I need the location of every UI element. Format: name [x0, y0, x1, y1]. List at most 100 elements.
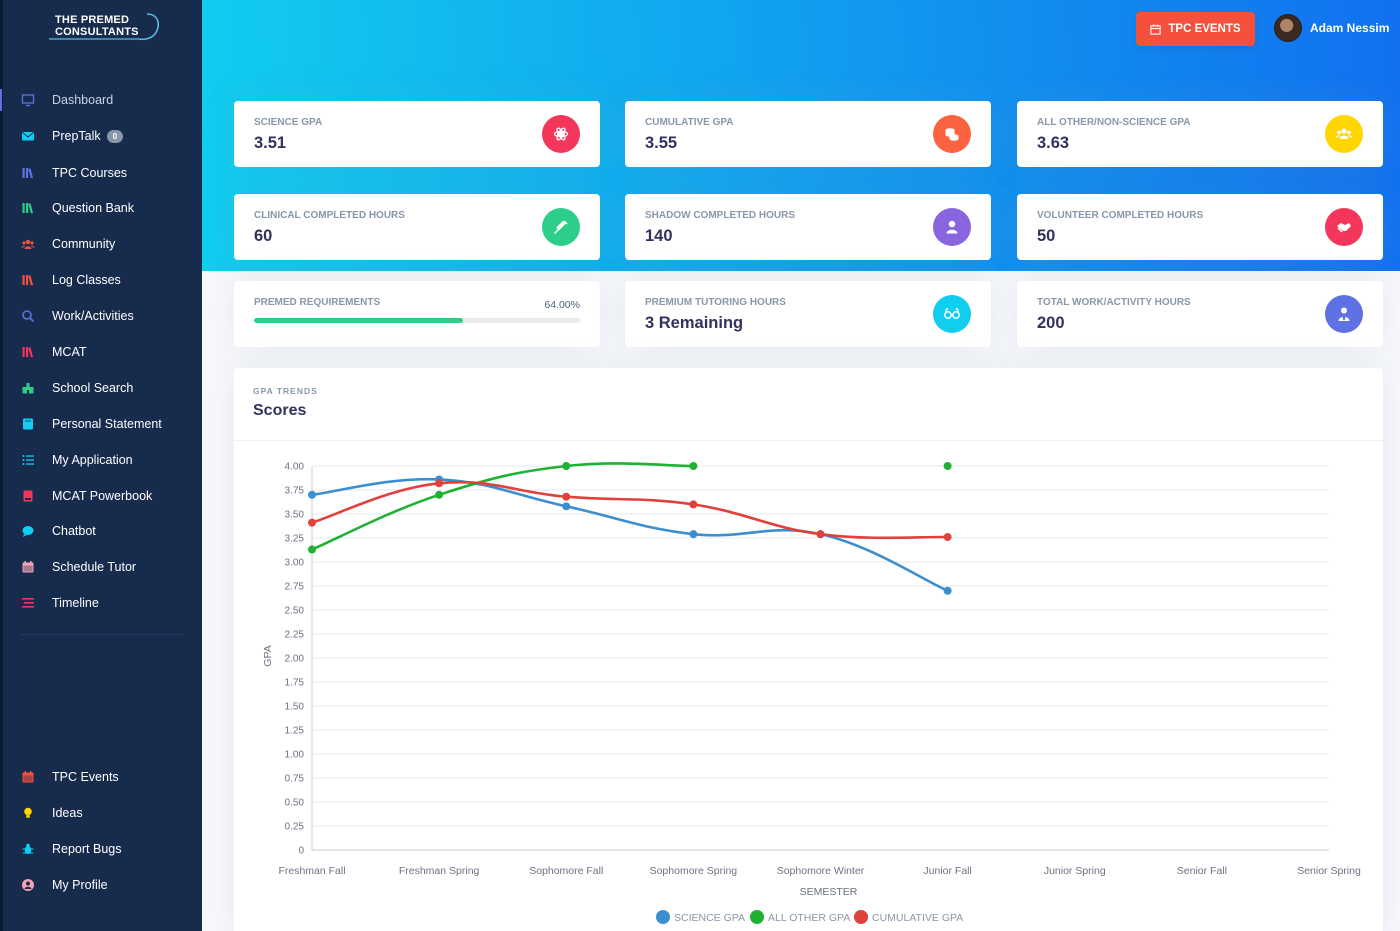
card-divider — [234, 440, 1383, 441]
sidebar-item-preptalk[interactable]: PrepTalk 0 — [3, 121, 202, 151]
tpc-events-label: TPC EVENTS — [1168, 23, 1241, 35]
data-point-science-gpa — [308, 490, 316, 499]
stethoscope-icon — [49, 13, 160, 41]
premed-requirements-card: PREMED REQUIREMENTS 64.00% — [234, 281, 600, 347]
stat-value: 3.51 — [254, 134, 287, 152]
y-tick-label: 1.00 — [285, 750, 305, 761]
sidebar-item-chatbot[interactable]: Chatbot — [3, 516, 202, 546]
stat-title: PREMIUM TUTORING HOURS — [645, 297, 786, 308]
legend-label: CUMULATIVE GPA — [872, 912, 963, 924]
sidebar-item-dashboard[interactable]: Dashboard — [0, 85, 202, 115]
y-tick-label: 1.50 — [285, 702, 305, 713]
stat-value: 3.55 — [645, 134, 678, 152]
glasses-icon — [933, 295, 971, 333]
gpa-trends-card: GPA TRENDS Scores 0 0.25 0.50 0.75 1.00 1.25 1… — [234, 368, 1383, 931]
logo-line2: CONSULTANTS — [55, 26, 139, 38]
y-tick-label: 1.25 — [285, 726, 305, 737]
y-tick-label: 0.75 — [285, 774, 305, 785]
sidebar-item-timeline[interactable]: Timeline — [3, 588, 202, 618]
sidebar-item-label: TPC Courses — [52, 166, 128, 180]
list-icon — [21, 453, 35, 467]
data-point-science-gpa — [562, 502, 571, 511]
data-point-all-other-gpa — [435, 490, 444, 499]
x-tick-label: Freshman Spring — [399, 865, 480, 877]
sidebar-item-label: Log Classes — [52, 273, 121, 287]
avatar — [1274, 14, 1302, 42]
sidebar-item-schedule-tutor[interactable]: Schedule Tutor — [3, 552, 202, 582]
timeline-icon — [21, 596, 35, 610]
sidebar-item-work-activities[interactable]: Work/Activities — [3, 301, 202, 331]
sidebar-item-tpc-events[interactable]: TPC Events — [3, 762, 202, 792]
sidebar-item-school-search[interactable]: School Search — [3, 373, 202, 403]
monitor-icon — [21, 93, 35, 107]
x-tick-label: Senior Spring — [1297, 865, 1361, 877]
stat-card-shadow-completed-hours: SHADOW COMPLETED HOURS 140 — [625, 194, 991, 260]
sidebar-item-ideas[interactable]: Ideas — [3, 798, 202, 828]
data-point-cumulative-gpa — [435, 479, 444, 488]
sidebar-divider — [21, 634, 183, 635]
y-tick-label: 0 — [298, 846, 304, 857]
sidebar-item-label: Report Bugs — [52, 842, 122, 856]
data-point-all-other-gpa — [943, 462, 952, 470]
y-tick-label: 2.75 — [285, 582, 305, 593]
sidebar-item-mcat-powerbook[interactable]: MCAT Powerbook — [3, 481, 202, 511]
books-icon — [21, 345, 35, 359]
preptalk-count-badge: 0 — [106, 129, 124, 143]
stat-card-clinical-completed-hours: CLINICAL COMPLETED HOURS 60 — [234, 194, 600, 260]
coins-icon — [933, 115, 971, 153]
sidebar-item-my-application[interactable]: My Application — [3, 445, 202, 475]
sidebar-item-my-profile[interactable]: My Profile — [3, 870, 202, 900]
x-tick-label: Sophomore Spring — [650, 865, 738, 877]
syringe-icon — [542, 208, 580, 246]
stat-card-science-gpa: SCIENCE GPA 3.51 — [234, 101, 600, 167]
stat-value: 50 — [1037, 227, 1056, 245]
legend-swatch-all-other-gpa — [750, 910, 764, 924]
y-tick-label: 1.75 — [285, 678, 305, 689]
sidebar-item-mcat[interactable]: MCAT — [3, 337, 202, 367]
user-icon — [933, 208, 971, 246]
data-point-all-other-gpa — [308, 545, 316, 554]
stat-card-total-work-activity-hours: TOTAL WORK/ACTIVITY HOURS 200 — [1017, 281, 1383, 347]
books-icon — [21, 201, 35, 215]
stat-title: TOTAL WORK/ACTIVITY HOURS — [1037, 297, 1191, 308]
tpc-events-button[interactable]: TPC EVENTS — [1136, 12, 1255, 46]
sidebar-item-label: Ideas — [52, 806, 83, 820]
user-circle-icon — [21, 878, 35, 892]
sidebar-item-question-bank[interactable]: Question Bank — [3, 193, 202, 223]
sidebar-item-label: School Search — [52, 381, 134, 395]
stat-value: 60 — [254, 227, 273, 245]
sidebar-item-label: TPC Events — [52, 770, 119, 784]
logo[interactable]: THE PREMED CONSULTANTS — [47, 12, 167, 42]
sidebar-item-label: Question Bank — [52, 201, 134, 215]
y-tick-label: 3.50 — [285, 510, 305, 521]
data-point-science-gpa — [689, 530, 698, 539]
sidebar-item-personal-statement[interactable]: Personal Statement — [3, 409, 202, 439]
data-point-cumulative-gpa — [816, 530, 825, 539]
data-point-science-gpa — [943, 586, 952, 595]
progress-fill — [254, 318, 463, 323]
user-menu[interactable]: Adam Nessim — [1274, 14, 1389, 42]
books-icon — [21, 273, 35, 287]
school-icon — [21, 381, 35, 395]
stat-card-cumulative-gpa: CUMULATIVE GPA 3.55 — [625, 101, 991, 167]
series-line-science-gpa — [311, 477, 949, 592]
stat-card-all-other-non-science-gpa: ALL OTHER/NON-SCIENCE GPA 3.63 — [1017, 101, 1383, 167]
stat-value: 200 — [1037, 314, 1065, 332]
sidebar-item-tpc-courses[interactable]: TPC Courses — [3, 158, 202, 188]
users-icon — [21, 237, 35, 251]
sidebar-item-label: PrepTalk — [52, 129, 101, 143]
stat-title: CLINICAL COMPLETED HOURS — [254, 210, 405, 221]
sidebar-item-label: Chatbot — [52, 524, 96, 538]
data-point-cumulative-gpa — [689, 500, 698, 509]
sidebar-item-log-classes[interactable]: Log Classes — [3, 265, 202, 295]
y-axis-label: GPA — [262, 645, 274, 666]
sidebar-item-community[interactable]: Community — [3, 229, 202, 259]
sidebar-item-report-bugs[interactable]: Report Bugs — [3, 834, 202, 864]
lightbulb-icon — [21, 806, 35, 820]
y-tick-label: 2.25 — [285, 630, 305, 641]
stat-title: SHADOW COMPLETED HOURS — [645, 210, 795, 221]
sidebar-item-label: MCAT — [52, 345, 87, 359]
legend-swatch-cumulative-gpa — [854, 910, 868, 924]
stat-value: 140 — [645, 227, 673, 245]
stat-card-volunteer-completed-hours: VOLUNTEER COMPLETED HOURS 50 — [1017, 194, 1383, 260]
